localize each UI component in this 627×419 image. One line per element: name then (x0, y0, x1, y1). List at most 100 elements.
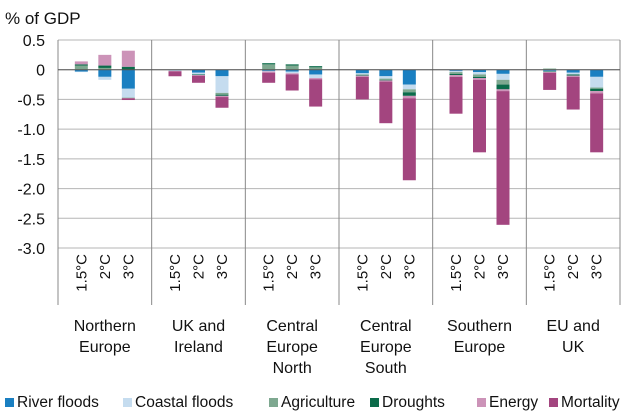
bar-segment (543, 72, 557, 90)
x-tick-label: 2°C (191, 254, 208, 279)
bar-segment (590, 87, 604, 89)
group-label: North (273, 360, 312, 377)
bar-segment (121, 66, 135, 70)
bar-segment (215, 92, 229, 95)
x-tick-label: 1.5°C (73, 254, 90, 292)
bar-segment (262, 64, 276, 70)
bar-layer (74, 50, 604, 225)
group-label: Europe (454, 339, 506, 356)
bar-segment (98, 76, 112, 80)
group-label: UK (562, 339, 585, 356)
x-tick-label: 1.5°C (167, 254, 184, 292)
bar-segment (121, 50, 135, 67)
bar-segment (566, 69, 580, 73)
group-label: EU and (546, 318, 599, 335)
bar-segment (496, 91, 510, 225)
group-label: Ireland (174, 339, 223, 356)
bar-segment (590, 88, 604, 92)
legend-swatch (123, 398, 132, 407)
bar-segment (262, 71, 276, 73)
bar-segment (566, 72, 580, 75)
bar-segment (121, 88, 135, 98)
bar-segment (473, 74, 486, 77)
bar-segment (285, 64, 299, 66)
bar-segment (168, 71, 182, 77)
legend-label: River floods (17, 394, 99, 411)
bar-segment (285, 69, 299, 72)
axis-layer: 0.5 0 -0.5 -1.0 -1.5 -2.0 -2.5 -3.0 (17, 33, 621, 305)
x-tick-label: 3°C (401, 254, 418, 279)
bar-segment (449, 70, 463, 73)
bar-segment (379, 80, 393, 82)
legend-swatch (370, 398, 379, 407)
bar-segment (379, 69, 393, 77)
bar-segment (168, 70, 182, 72)
x-tick-label: 1.5°C (448, 254, 465, 292)
bar-segment (285, 74, 299, 91)
x-tick-label: 3°C (589, 254, 606, 279)
bar-segment (402, 95, 416, 99)
bar-segment (98, 69, 112, 77)
bar-segment (262, 70, 276, 72)
x-tick-label: 3°C (214, 254, 231, 279)
bar-segment (262, 63, 276, 65)
bar-segment (309, 78, 323, 80)
bar-segment (74, 71, 88, 73)
bar-segment (192, 75, 205, 76)
bar-segment (566, 74, 580, 76)
bar-segment (192, 75, 205, 83)
group-label: Europe (79, 339, 131, 356)
bar-segment (215, 69, 229, 77)
bar-segment (402, 98, 416, 181)
bar-segment (262, 72, 276, 83)
bar-segment (355, 76, 369, 100)
bar-segment (543, 70, 557, 72)
bar-segment (309, 66, 323, 68)
legend-swatch (5, 398, 14, 407)
x-tick-label: 2°C (472, 254, 489, 279)
bar-segment (379, 78, 393, 80)
legend-item: Mortality (549, 394, 620, 411)
bar-segment (74, 61, 88, 65)
y-axis-title: % of GDP (5, 9, 81, 28)
legend-label: Coastal floods (135, 394, 233, 411)
y-tick-label: -0.5 (17, 92, 45, 109)
group-label: Northern (74, 318, 136, 335)
y-tick-label: -1.5 (17, 152, 45, 169)
legend-label: Mortality (561, 394, 620, 411)
bar-segment (496, 79, 510, 85)
legend: River floods Coastal floods Agriculture Dro… (5, 394, 620, 411)
bar-segment (496, 73, 510, 80)
bar-segment (473, 76, 486, 79)
bar-segment (473, 72, 486, 75)
group-label: Europe (266, 339, 318, 356)
legend-label: Droughts (382, 394, 445, 411)
legend-label: Energy (489, 394, 538, 411)
bar-segment (121, 98, 135, 101)
bar-segment (355, 74, 369, 76)
bar-segment (285, 65, 299, 70)
bar-segment (473, 69, 486, 73)
bar-segment (215, 95, 229, 98)
bar-segment (215, 94, 229, 96)
group-label: Europe (360, 339, 412, 356)
x-tick-label: 2°C (97, 254, 114, 279)
legend-item: Energy (477, 394, 538, 411)
bar-segment (215, 76, 229, 93)
group-label: Southern (447, 318, 512, 335)
group-label: UK and (172, 318, 225, 335)
bar-segment (121, 69, 135, 89)
bar-segment (74, 69, 88, 72)
bar-segment (496, 69, 510, 74)
bar-segment (355, 69, 369, 74)
y-tick-label: -1.0 (17, 122, 45, 139)
bar-segment (98, 65, 112, 68)
bar-segment (590, 93, 604, 153)
bar-segment (473, 79, 486, 153)
bar-segment (379, 79, 393, 81)
bar-segment (449, 73, 463, 76)
bar-segment (74, 65, 88, 70)
bar-segment (285, 73, 299, 75)
